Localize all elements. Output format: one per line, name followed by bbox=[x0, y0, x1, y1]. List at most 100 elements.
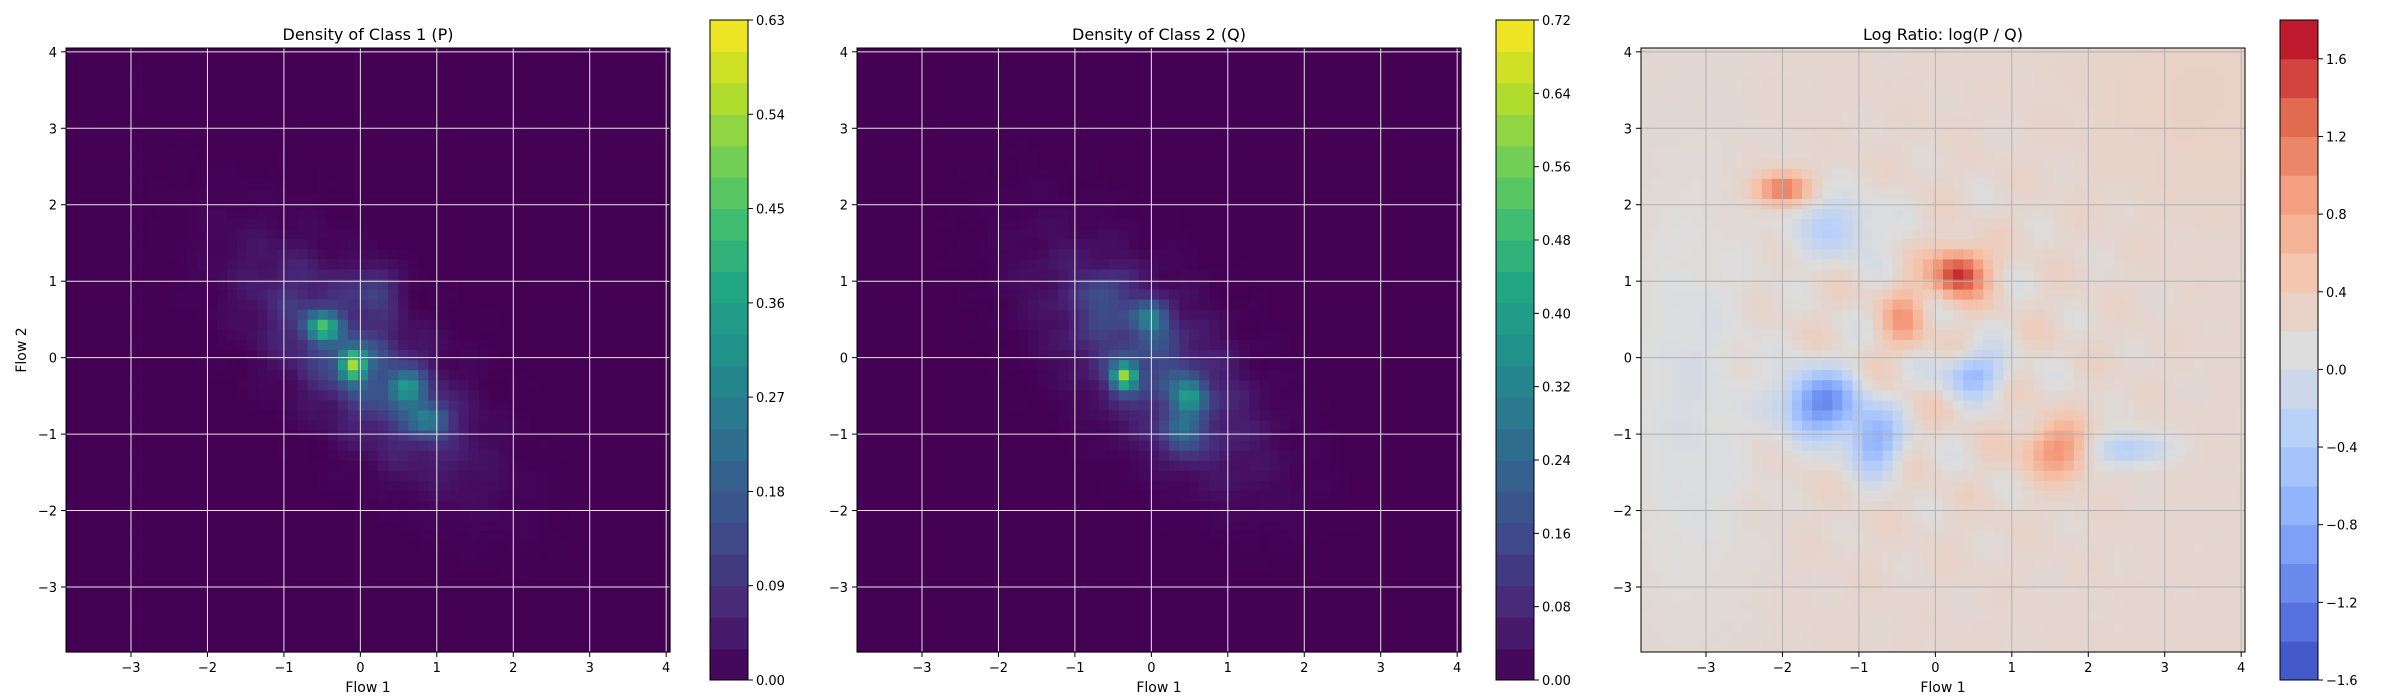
heatmap-cell bbox=[337, 319, 349, 331]
heatmap-cell bbox=[398, 561, 409, 573]
heatmap-cell bbox=[287, 178, 299, 190]
heatmap-cell bbox=[1038, 188, 1049, 200]
heatmap-cell bbox=[619, 158, 631, 170]
heatmap-cell bbox=[957, 178, 969, 190]
heatmap-cell bbox=[347, 350, 359, 361]
heatmap-cell bbox=[418, 259, 429, 271]
heatmap-cell bbox=[247, 380, 258, 391]
heatmap-cell bbox=[96, 339, 107, 351]
heatmap-cell bbox=[549, 98, 560, 109]
heatmap-cell bbox=[927, 269, 939, 281]
heatmap-cell bbox=[327, 531, 339, 542]
heatmap-cell bbox=[498, 309, 510, 321]
heatmap-cell bbox=[508, 78, 520, 89]
heatmap-cell bbox=[1028, 511, 1039, 522]
heatmap-cell bbox=[1058, 480, 1069, 492]
heatmap-cell bbox=[186, 420, 198, 432]
heatmap-cell bbox=[458, 561, 470, 573]
heatmap-cell bbox=[357, 360, 369, 371]
heatmap-cell bbox=[478, 219, 490, 230]
heatmap-cell bbox=[428, 279, 440, 291]
heatmap-cell bbox=[408, 78, 419, 89]
heatmap-cell bbox=[619, 108, 631, 120]
heatmap-cell bbox=[448, 148, 460, 160]
heatmap-cell bbox=[277, 370, 289, 381]
heatmap-cell bbox=[468, 319, 480, 331]
heatmap-cell bbox=[66, 88, 77, 99]
heatmap-cell bbox=[659, 259, 671, 271]
heatmap-cell bbox=[967, 460, 979, 472]
heatmap-cell bbox=[967, 209, 979, 220]
heatmap-cell bbox=[357, 601, 369, 613]
heatmap-cell bbox=[66, 48, 77, 59]
heatmap-cell bbox=[176, 289, 188, 301]
heatmap-cell bbox=[196, 430, 208, 442]
heatmap-cell bbox=[327, 98, 339, 109]
heatmap-cell bbox=[337, 420, 349, 432]
colorbar-band bbox=[710, 428, 748, 461]
heatmap-cell bbox=[867, 420, 878, 432]
heatmap-cell bbox=[176, 521, 188, 532]
heatmap-cell bbox=[146, 521, 158, 532]
heatmap-cell bbox=[529, 219, 540, 230]
heatmap-cell bbox=[659, 460, 671, 472]
heatmap-cell bbox=[217, 641, 228, 653]
heatmap-cell bbox=[977, 209, 989, 220]
heatmap-cell bbox=[357, 289, 369, 301]
heatmap-cell bbox=[599, 501, 611, 512]
heatmap-cell bbox=[217, 88, 228, 99]
heatmap-cell bbox=[619, 188, 631, 200]
heatmap-cell bbox=[368, 390, 379, 401]
heatmap-cell bbox=[927, 299, 939, 311]
heatmap-cell bbox=[957, 591, 969, 603]
heatmap-cell bbox=[388, 350, 399, 361]
heatmap-cell bbox=[957, 108, 969, 120]
heatmap-cell bbox=[398, 58, 409, 69]
heatmap-cell bbox=[1018, 561, 1029, 573]
heatmap-cell bbox=[917, 158, 929, 170]
heatmap-cell bbox=[857, 279, 868, 291]
heatmap-cell bbox=[166, 531, 178, 542]
heatmap-cell bbox=[857, 158, 868, 170]
heatmap-cell bbox=[257, 430, 268, 442]
heatmap-cell bbox=[347, 259, 359, 271]
heatmap-cell bbox=[887, 641, 898, 653]
heatmap-cell bbox=[186, 118, 198, 130]
heatmap-cell bbox=[629, 48, 641, 59]
heatmap-cell bbox=[227, 571, 238, 583]
heatmap-cell bbox=[1068, 269, 1080, 281]
x-tick-label: 2 bbox=[509, 661, 517, 676]
heatmap-cell bbox=[1008, 108, 1019, 120]
heatmap-cell bbox=[1028, 601, 1039, 613]
heatmap-cell bbox=[247, 350, 258, 361]
heatmap-cell bbox=[947, 138, 959, 150]
heatmap-cell bbox=[519, 118, 530, 130]
heatmap-cell bbox=[569, 420, 580, 432]
heatmap-cell bbox=[937, 380, 949, 391]
heatmap-cell bbox=[877, 450, 888, 462]
heatmap-cell bbox=[639, 611, 651, 623]
heatmap-cell bbox=[997, 370, 1009, 381]
heatmap-cell bbox=[897, 410, 908, 422]
heatmap-cell bbox=[478, 611, 490, 623]
heatmap-cell bbox=[867, 259, 878, 271]
heatmap-cell bbox=[519, 611, 530, 623]
heatmap-cell bbox=[629, 239, 641, 250]
heatmap-cell bbox=[186, 400, 198, 411]
heatmap-cell bbox=[287, 480, 299, 492]
heatmap-cell bbox=[987, 390, 999, 401]
heatmap-cell bbox=[66, 631, 77, 643]
heatmap-cell bbox=[478, 410, 490, 422]
heatmap-cell bbox=[907, 239, 918, 250]
heatmap-cell bbox=[478, 289, 490, 301]
heatmap-cell bbox=[378, 219, 389, 230]
heatmap-cell bbox=[317, 430, 329, 442]
heatmap-cell bbox=[579, 470, 591, 482]
heatmap-cell bbox=[1008, 98, 1019, 109]
heatmap-cell bbox=[599, 339, 611, 351]
heatmap-cell bbox=[196, 128, 208, 140]
heatmap-cell bbox=[196, 571, 208, 583]
heatmap-cell bbox=[378, 561, 389, 573]
heatmap-cell bbox=[176, 380, 188, 391]
heatmap-cell bbox=[957, 521, 969, 532]
